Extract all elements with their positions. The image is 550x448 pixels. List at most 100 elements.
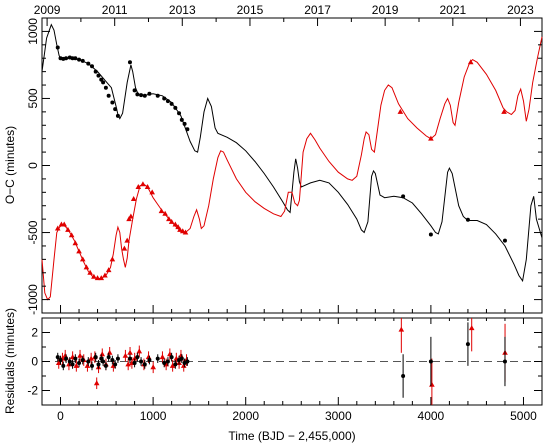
red-timing-point: [140, 181, 146, 187]
black-residual-point: [77, 360, 82, 365]
black-residual-point: [169, 355, 174, 360]
bottom-y-tick-label: 2: [31, 326, 38, 340]
red-timing-point: [83, 264, 90, 270]
black-timing-point: [93, 69, 98, 74]
red-timing-point: [105, 267, 112, 273]
black-timing-point: [169, 101, 174, 106]
black-timing-point: [55, 45, 60, 50]
bottom-x-tick-label: 5000: [510, 409, 537, 423]
top-y-tick-label: 0: [26, 162, 40, 169]
black-timing-point: [177, 111, 182, 116]
black-timing-point: [147, 91, 152, 96]
black-residual-point: [502, 359, 507, 364]
top-y-axis-label: O−C (minutes): [3, 126, 17, 204]
red-residual-point: [468, 325, 475, 331]
red-timing-point: [179, 228, 186, 234]
red-timing-point: [87, 269, 93, 275]
red-timing-point: [130, 196, 137, 202]
red-timing-point: [54, 225, 61, 231]
bottom-x-tick-label: 3000: [325, 409, 352, 423]
red-timing-point: [94, 275, 101, 281]
black-residual-point: [86, 359, 91, 364]
black-residual-point: [115, 356, 120, 361]
top-series-layer: [41, 23, 543, 301]
red-timing-point: [162, 210, 168, 216]
black-timing-point: [132, 88, 137, 93]
black-residual-point: [173, 362, 178, 367]
red-residual-point: [122, 352, 129, 358]
black-residual-point: [61, 363, 66, 368]
black-timing-point: [103, 85, 108, 90]
bottom-x-tick-label: 1000: [140, 409, 167, 423]
red-residual-point: [150, 364, 156, 370]
red-timing-point: [72, 240, 79, 246]
black-timing-point: [110, 100, 115, 105]
black-residual-point: [101, 359, 106, 364]
year-tick-label: 2023: [507, 3, 534, 17]
black-residual-point: [110, 358, 115, 363]
black-residual-point: [90, 363, 94, 368]
black-timing-point: [90, 64, 94, 69]
red-timing-point: [182, 229, 189, 235]
black-residual-point: [428, 359, 433, 364]
black-timing-point: [165, 99, 170, 104]
red-residual-point: [127, 349, 133, 355]
black-timing-point: [185, 127, 190, 132]
bottom-x-tick-label: 0: [57, 409, 64, 423]
black-timing-point: [502, 238, 507, 243]
red-timing-point: [68, 232, 75, 238]
red-residual-point: [88, 355, 94, 361]
red-residual-point: [178, 352, 184, 358]
black-timing-point: [173, 105, 178, 110]
red-residual-point: [398, 326, 405, 332]
red-residual-point: [159, 354, 166, 360]
top-y-tick-label: -1000: [26, 284, 40, 315]
black-residual-point: [58, 358, 63, 363]
black-timing-point: [179, 117, 184, 122]
residual-series-layer: [55, 318, 508, 405]
black-residual-point: [55, 355, 60, 360]
red-residual-point: [84, 362, 91, 368]
black-timing-point: [115, 113, 120, 118]
red-timing-point: [102, 272, 108, 278]
black-timing-point: [401, 194, 406, 199]
x-axis-label: Time (BJD − 2,455,000): [228, 429, 355, 443]
top-plot-frame: [41, 17, 543, 314]
black-timing-point: [139, 93, 144, 98]
top-y-tick-label: 1000: [26, 18, 40, 45]
bottom-y-axis-label: Residuals (minutes): [3, 308, 17, 414]
black-residual-point: [139, 359, 144, 364]
black-residual-point: [96, 362, 101, 367]
black-residual-point: [401, 374, 406, 378]
red-timing-point: [98, 275, 105, 281]
red-timing-point: [124, 237, 130, 243]
red-timing-point: [135, 183, 142, 189]
year-tick-label: 2017: [304, 3, 331, 17]
top-y-tick-label: 500: [26, 88, 40, 108]
black-residual-point: [162, 360, 167, 365]
red-timing-point: [149, 189, 155, 195]
red-residual-point: [66, 361, 72, 367]
year-tick-label: 2015: [237, 3, 264, 17]
red-residual-point: [429, 381, 435, 387]
black-timing-point: [86, 61, 91, 66]
red-residual-point: [77, 352, 83, 358]
red-timing-point: [126, 216, 132, 222]
red-residual-point: [125, 361, 131, 367]
red-timing-point: [91, 273, 97, 279]
red-timing-point: [172, 221, 179, 227]
red-timing-point: [65, 226, 71, 232]
black-timing-point: [155, 93, 160, 98]
year-tick-label: 2013: [169, 3, 196, 17]
black-residual-point: [80, 358, 85, 363]
black-residual-point: [127, 356, 132, 361]
black-residual-point: [73, 356, 78, 361]
black-residual-point: [135, 355, 140, 360]
red-model-curve: [41, 36, 543, 301]
black-residual-point: [106, 355, 111, 360]
black-residual-point: [465, 342, 470, 347]
black-residual-point: [70, 362, 75, 367]
top-y-tick-label: -500: [26, 220, 40, 244]
red-residual-point: [131, 355, 138, 361]
